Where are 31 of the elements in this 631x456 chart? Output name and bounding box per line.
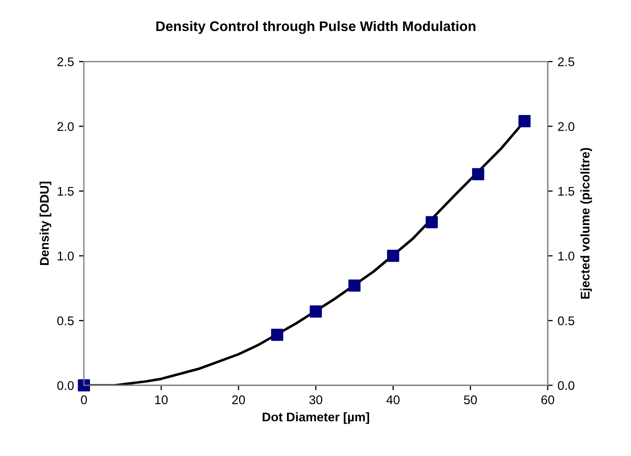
x-tick-label: 10 bbox=[155, 395, 168, 404]
x-tick-label: 50 bbox=[464, 395, 477, 404]
x-tick-label: 20 bbox=[232, 395, 245, 404]
y-tick-label: 1.0 bbox=[58, 252, 74, 260]
x-tick-label: 40 bbox=[386, 395, 400, 404]
y2-tick-label: 0.0 bbox=[558, 381, 574, 390]
point bbox=[518, 115, 531, 128]
y-axis-title: Density [ODU] bbox=[40, 182, 52, 265]
x-tick-label: 0 bbox=[80, 395, 87, 404]
y2-tick-label: 0.5 bbox=[558, 316, 574, 326]
point bbox=[472, 168, 484, 180]
x-tick-label: 30 bbox=[309, 395, 322, 404]
y-tick-label: 2.0 bbox=[57, 122, 74, 131]
point bbox=[348, 280, 361, 292]
y2-tick-label: 2.0 bbox=[558, 122, 574, 131]
y-tick-label: 0.5 bbox=[57, 316, 74, 326]
x-tick-label: 60 bbox=[541, 395, 554, 404]
y2-tick-label: 2.5 bbox=[558, 57, 574, 66]
y-tick-label: 1.5 bbox=[58, 186, 74, 196]
y2-axis-title: Ejected volume (picolitre) bbox=[580, 148, 592, 299]
chart-title: Density Control through Pulse Width Modulation bbox=[156, 20, 476, 34]
y2-tick-label: 1.5 bbox=[558, 186, 574, 196]
point bbox=[426, 216, 438, 228]
y2-tick-label: 1.0 bbox=[558, 252, 574, 260]
point bbox=[271, 328, 284, 341]
y-tick-label: 2.5 bbox=[57, 57, 74, 66]
point bbox=[78, 379, 90, 392]
point bbox=[387, 250, 400, 262]
point bbox=[310, 305, 322, 318]
y-tick-label: 0.0 bbox=[57, 381, 74, 390]
x-axis-title: Dot Diameter [µm] bbox=[262, 412, 370, 424]
